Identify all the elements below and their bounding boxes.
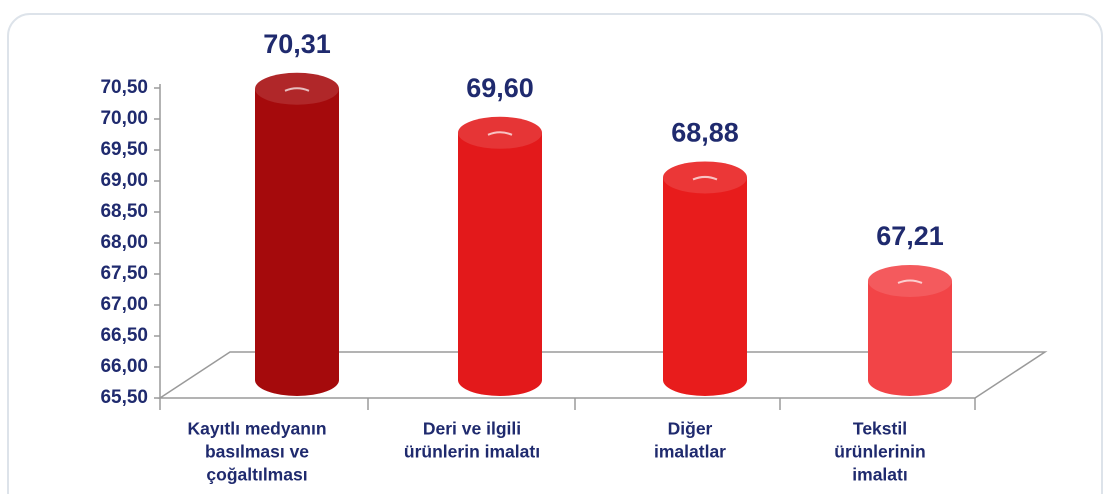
x-tick-label: çoğaltılması: [206, 465, 307, 485]
value-label: 68,88: [671, 118, 739, 148]
y-tick-label: 69,00: [100, 170, 148, 191]
x-tick-label: Deri ve ilgili: [423, 419, 521, 439]
y-tick-label: 65,50: [100, 387, 148, 408]
cylinder-highlight: [487, 131, 513, 136]
cylinder-highlight: [897, 279, 923, 284]
x-tick-label: imalatlar: [654, 442, 726, 462]
value-label: 70,31: [263, 29, 331, 59]
value-label: 69,60: [466, 73, 534, 103]
y-tick-label: 66,00: [100, 356, 148, 377]
bar: [868, 280, 952, 396]
y-tick-label: 66,50: [100, 325, 148, 346]
cylinder-highlight: [692, 175, 718, 181]
y-tick-label: 68,50: [100, 201, 148, 222]
x-tick-label: imalatı: [852, 465, 907, 485]
floor: [157, 351, 1048, 399]
x-tick-label: Tekstil: [853, 419, 907, 439]
x-tick-label: ürünlerin imalatı: [404, 442, 540, 462]
x-tick-label: Kayıtlı medyanın: [187, 419, 326, 439]
bar: [255, 88, 339, 396]
y-tick-label: 67,00: [100, 294, 148, 315]
y-tick-label: 70,00: [100, 108, 148, 129]
panel: [7, 13, 1103, 494]
y-tick-label: 67,50: [100, 263, 148, 284]
bar: [663, 177, 747, 396]
cylinder-highlight: [284, 87, 310, 92]
y-tick-label: 70,50: [100, 77, 148, 98]
y-tick-label: 68,00: [100, 232, 148, 253]
y-tick-label: 69,50: [100, 139, 148, 160]
x-tick-label: ürünlerinin: [834, 442, 925, 462]
value-label: 67,21: [876, 221, 944, 251]
bar: [458, 132, 542, 397]
x-tick-label: basılması ve: [205, 442, 309, 462]
x-tick-label: Diğer: [668, 419, 713, 439]
